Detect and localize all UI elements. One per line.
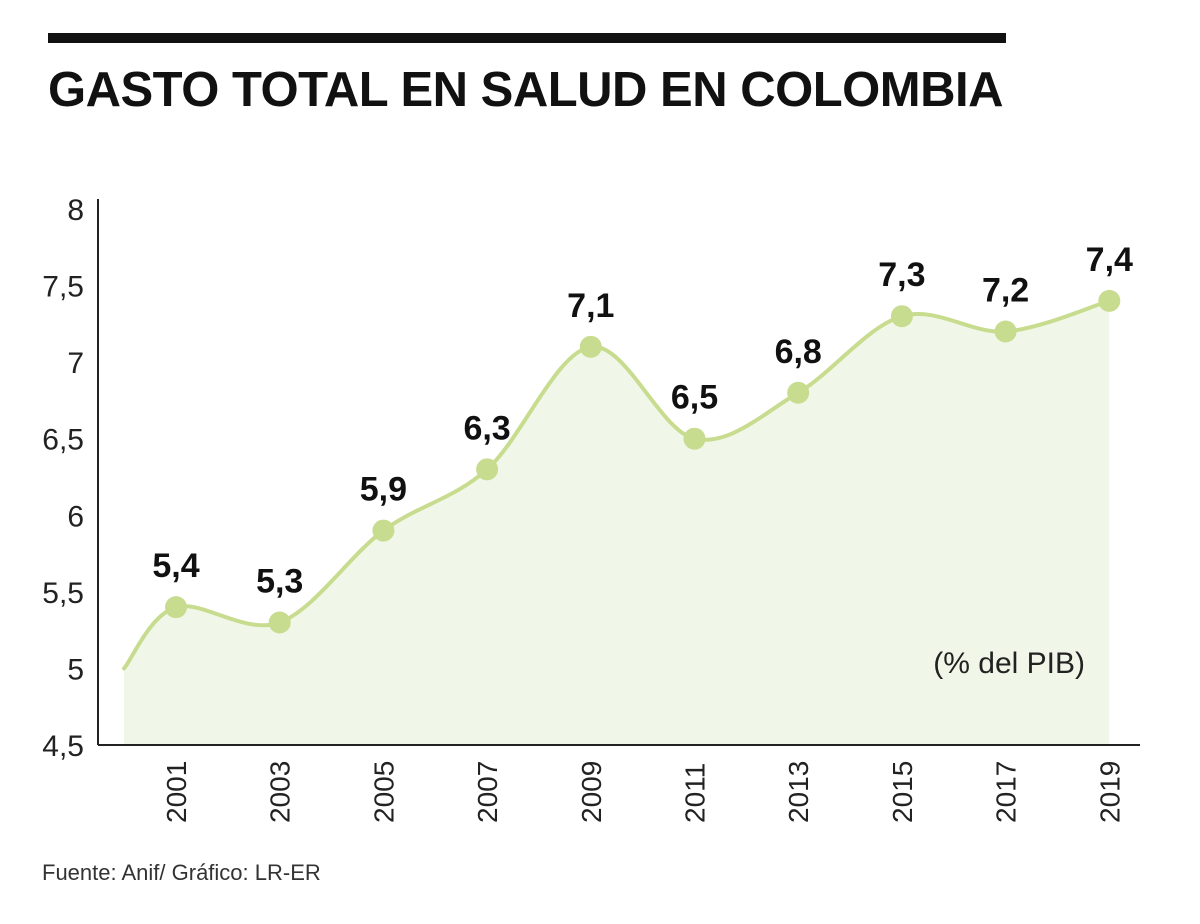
y-tick-label: 5 (67, 653, 84, 686)
y-tick-label: 8 (67, 194, 84, 227)
x-tick-label: 2017 (991, 761, 1022, 823)
x-tick-label: 2001 (161, 761, 192, 823)
data-label-2011: 6,5 (671, 379, 718, 417)
data-point-2001 (165, 596, 187, 619)
unit-label: (% del PIB) (933, 647, 1085, 680)
source-note: Fuente: Anif/ Gráfico: LR-ER (42, 860, 321, 885)
data-point-2009 (579, 335, 602, 358)
y-tick-label: 5,5 (42, 577, 84, 610)
data-point-2005 (372, 519, 395, 542)
axis-layer: 4,5 5 5,5 6 6,5 7 7,5 8 2001 2003 2005 2007 2009 2011… (42, 194, 1140, 823)
data-label-2015: 7,3 (878, 256, 925, 294)
data-label-2009: 7,1 (567, 287, 614, 325)
data-label-2003: 5,3 (256, 562, 303, 600)
data-point-2019 (1098, 289, 1121, 312)
x-tick-label: 2013 (783, 761, 814, 823)
plot-layer (122, 289, 1121, 745)
x-tick-label: 2003 (265, 761, 296, 823)
data-label-2001: 5,4 (152, 547, 199, 585)
data-label-2005: 5,9 (360, 471, 407, 509)
data-label-2013: 6,8 (775, 333, 822, 371)
series-area (124, 300, 1110, 745)
y-tick-label: 4,5 (42, 730, 84, 763)
y-tick-label: 6,5 (42, 424, 84, 457)
data-point-2013 (787, 381, 810, 404)
data-point-2007 (476, 458, 499, 481)
x-tick-label: 2007 (472, 761, 503, 823)
y-tick-label: 6 (67, 500, 84, 533)
data-label-2017: 7,2 (982, 272, 1029, 310)
y-tick-label: 7 (67, 347, 84, 380)
x-tick-label: 2005 (368, 761, 399, 823)
chart-title: GASTO TOTAL EN SALUD EN COLOMBIA (48, 63, 1003, 117)
x-tick-label: 2019 (1094, 761, 1125, 823)
data-label-2007: 6,3 (463, 409, 510, 447)
label-layer: 5,4 5,3 5,9 6,3 7,1 6,5 6,8 7,3 7,2 7,4 (152, 241, 1133, 601)
data-point-2017 (994, 320, 1017, 343)
data-point-2003 (268, 611, 291, 634)
data-point-2015 (890, 305, 913, 328)
x-tick-label: 2011 (680, 763, 711, 823)
x-tick-label: 2009 (576, 761, 607, 823)
y-tick-label: 7,5 (42, 271, 84, 304)
top-rule (48, 33, 1006, 43)
data-point-2011 (683, 427, 706, 450)
data-label-2019: 7,4 (1086, 241, 1133, 279)
x-tick-label: 2015 (887, 761, 918, 823)
